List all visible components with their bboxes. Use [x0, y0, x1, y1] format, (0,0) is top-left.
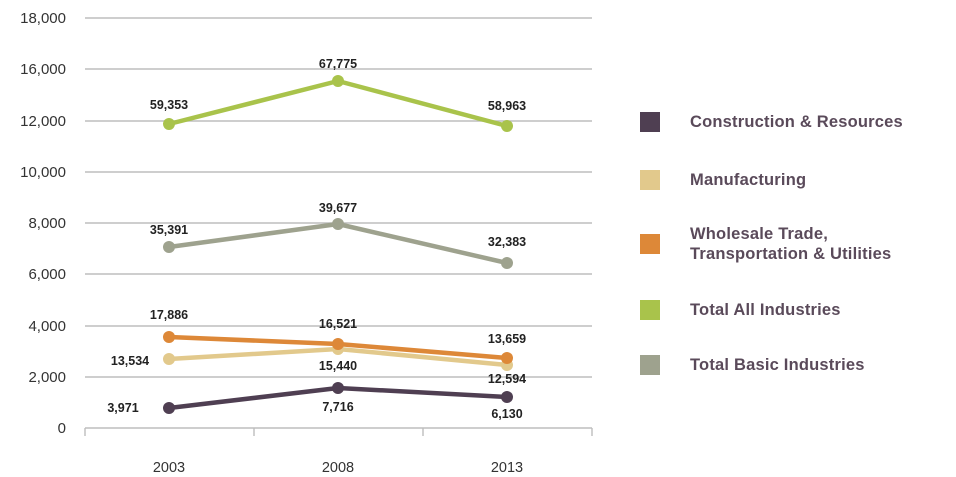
x-tick-label: 2008: [322, 460, 354, 476]
data-label: 32,383: [488, 235, 526, 249]
data-point: [332, 338, 344, 350]
data-label: 17,886: [150, 308, 188, 322]
x-tick-label: 2003: [153, 460, 185, 476]
data-point: [501, 120, 513, 132]
data-label: 13,659: [488, 332, 526, 346]
y-tick-label: 8,000: [28, 215, 66, 232]
y-tick-label: 10,000: [20, 164, 66, 181]
data-label: 16,521: [319, 317, 357, 331]
data-label: 12,594: [488, 372, 526, 386]
data-point: [501, 391, 513, 403]
series-lines: [163, 75, 513, 414]
data-label: 67,775: [319, 57, 357, 71]
data-label: 59,353: [150, 98, 188, 112]
x-tick-label: 2013: [491, 460, 523, 476]
series-line: [166, 78, 510, 129]
y-tick-label: 2,000: [28, 369, 66, 386]
data-point: [332, 75, 344, 87]
legend-label-manufacturing: Manufacturing: [690, 171, 807, 189]
legend-swatch-total-basic: [640, 355, 660, 375]
legend-swatch-manufacturing: [640, 170, 660, 190]
data-point: [163, 331, 175, 343]
legend-swatch-construction: [640, 112, 660, 132]
y-tick-label: 6,000: [28, 266, 66, 283]
data-point: [332, 382, 344, 394]
data-label: 39,677: [319, 201, 357, 215]
y-tick-label: 12,000: [20, 113, 66, 130]
legend-label-total-all: Total All Industries: [690, 301, 841, 319]
data-label: 6,130: [491, 407, 522, 421]
data-label: 3,971: [107, 401, 138, 415]
data-label: 13,534: [111, 354, 149, 368]
legend-item-construction: Construction & Resources: [640, 112, 950, 132]
legend-swatch-total-all: [640, 300, 660, 320]
data-label: 7,716: [322, 400, 353, 414]
data-label: 35,391: [150, 223, 188, 237]
data-label: 15,440: [319, 359, 357, 373]
legend-label-total-basic: Total Basic Industries: [690, 356, 865, 374]
data-point: [163, 241, 175, 253]
data-point: [163, 353, 175, 365]
data-point: [163, 118, 175, 130]
y-tick-label: 4,000: [28, 318, 66, 335]
y-tick-label: 0: [58, 420, 66, 437]
legend-swatch-wholesale: [640, 234, 660, 254]
data-point: [163, 402, 175, 414]
y-tick-label: 16,000: [20, 61, 66, 78]
data-labels: 3,971 7,716 6,130 13,534 15,440 12,594 17,886 1…: [107, 57, 526, 421]
legend-item-wholesale: Wholesale Trade, Transportation & Utilit…: [640, 224, 950, 264]
legend-label-construction: Construction & Resources: [690, 113, 903, 131]
legend-item-total-all: Total All Industries: [640, 300, 950, 320]
legend-label-wholesale: Wholesale Trade, Transportation & Utilit…: [690, 225, 892, 263]
data-point: [501, 257, 513, 269]
legend-item-total-basic: Total Basic Industries: [640, 355, 950, 375]
data-label: 58,963: [488, 99, 526, 113]
legend-item-manufacturing: Manufacturing: [640, 170, 950, 190]
axes: 0 2,000 4,000 6,000 8,000 10,000 12,000 16,000 1…: [20, 10, 593, 476]
data-point: [501, 352, 513, 364]
data-point: [332, 218, 344, 230]
y-tick-label: 18,000: [20, 10, 66, 27]
